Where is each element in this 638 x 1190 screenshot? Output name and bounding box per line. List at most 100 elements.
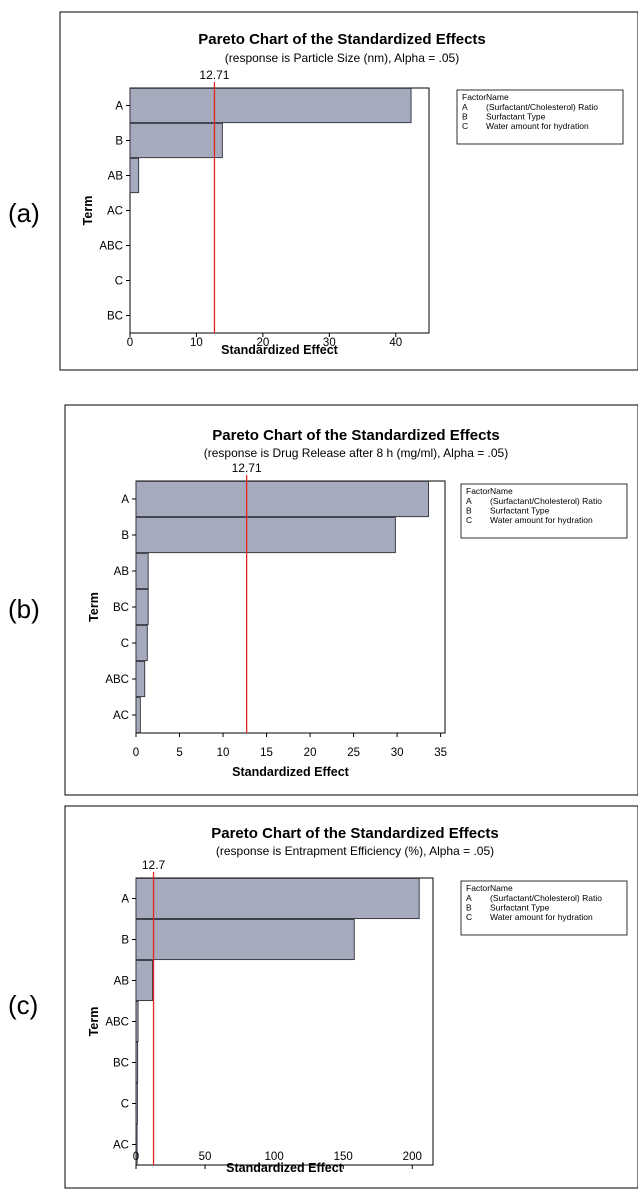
legend-factor: B [462, 112, 468, 122]
legend-header-factor: Factor [462, 92, 486, 102]
bar-a [135, 877, 420, 920]
y-tick-label: AC [113, 1140, 129, 1152]
panel-label-c: (c) [8, 990, 39, 1020]
bar-b [135, 918, 355, 961]
panel-frame [64, 404, 638, 796]
legend-factor: A [462, 102, 468, 112]
legend-header-name: Name [490, 883, 513, 893]
bar-c [135, 1082, 138, 1125]
legend-factor: A [466, 496, 472, 506]
x-tick-label: 35 [434, 747, 447, 759]
legend-header-name: Name [486, 92, 509, 102]
bar-c [135, 624, 148, 662]
y-tick-label: A [121, 894, 129, 906]
legend-header-name: Name [490, 486, 513, 496]
x-tick-label: 10 [190, 337, 203, 349]
x-tick-label: 100 [265, 1151, 284, 1163]
y-axis-title: Term [87, 592, 101, 622]
chart-subtitle: (response is Particle Size (nm), Alpha =… [225, 51, 459, 65]
x-tick-label: 200 [403, 1151, 422, 1163]
x-axis-title: Standardized Effect [232, 765, 350, 779]
x-tick-label: 30 [323, 337, 336, 349]
chart-title: Pareto Chart of the Standardized Effects [212, 427, 500, 444]
legend-box [460, 483, 628, 539]
x-tick-label: 5 [176, 747, 182, 759]
legend-factor: A [466, 893, 472, 903]
y-tick-label: A [121, 494, 129, 506]
legend-name: (Surfactant/Cholesterol) Ratio [490, 496, 602, 506]
x-tick-label: 0 [127, 337, 133, 349]
legend-name: Surfactant Type [490, 506, 550, 516]
x-tick-label: 20 [256, 337, 269, 349]
y-tick-label: ABC [99, 241, 123, 253]
y-axis-title: Term [87, 1007, 101, 1037]
bar-b [129, 122, 223, 159]
bar-b [135, 516, 396, 554]
x-tick-label: 0 [133, 1151, 139, 1163]
y-tick-label: AC [107, 206, 123, 218]
bar-a [129, 87, 412, 124]
legend-factor: C [462, 121, 468, 131]
y-tick-label: BC [113, 602, 129, 614]
x-tick-label: 150 [334, 1151, 353, 1163]
legend-factor: C [466, 515, 472, 525]
chart-title: Pareto Chart of the Standardized Effects [211, 825, 499, 842]
bar-bc [135, 588, 149, 626]
panel-label-a: (a) [8, 198, 40, 228]
y-axis-title: Term [81, 196, 95, 226]
bar-ab [129, 157, 140, 194]
legend-name: (Surfactant/Cholesterol) Ratio [486, 102, 598, 112]
legend-name: Water amount for hydration [490, 912, 593, 922]
bar-abc [135, 660, 146, 698]
legend-factor: B [466, 506, 472, 516]
x-tick-label: 0 [133, 747, 139, 759]
legend-name: Water amount for hydration [486, 121, 589, 131]
y-tick-label: ABC [105, 1017, 129, 1029]
y-tick-label: C [115, 276, 123, 288]
reference-line-label: 12.71 [199, 68, 229, 82]
y-tick-label: BC [107, 311, 123, 323]
chart-subtitle: (response is Drug Release after 8 h (mg/… [204, 446, 508, 460]
x-axis-title: Standardized Effect [226, 1161, 344, 1175]
legend-factor: B [466, 903, 472, 913]
panel-frame [64, 805, 638, 1189]
x-tick-label: 30 [391, 747, 404, 759]
x-tick-label: 40 [389, 337, 402, 349]
bar-ac [135, 696, 141, 734]
bar-bc [135, 1041, 139, 1084]
y-tick-label: BC [113, 1058, 129, 1070]
y-tick-label: B [115, 136, 123, 148]
legend-header-factor: Factor [466, 883, 490, 893]
reference-line-label: 12.7 [142, 858, 166, 872]
y-tick-label: AB [108, 171, 124, 183]
chart-title: Pareto Chart of the Standardized Effects [198, 31, 486, 48]
bar-a [135, 480, 429, 518]
legend-box [456, 89, 624, 145]
y-tick-label: ABC [105, 674, 129, 686]
y-tick-label: C [121, 638, 129, 650]
panel-frame [59, 11, 638, 371]
y-tick-label: AB [114, 976, 130, 988]
legend-name: (Surfactant/Cholesterol) Ratio [490, 893, 602, 903]
panel-label-b: (b) [8, 594, 40, 624]
legend-name: Surfactant Type [486, 112, 546, 122]
legend-name: Water amount for hydration [490, 515, 593, 525]
bar-ab [135, 959, 154, 1002]
legend-name: Surfactant Type [490, 903, 550, 913]
y-tick-label: AB [114, 566, 130, 578]
bar-ab [135, 552, 149, 590]
y-tick-label: C [121, 1099, 129, 1111]
x-tick-label: 10 [217, 747, 230, 759]
y-tick-label: B [121, 530, 129, 542]
legend-header-factor: Factor [466, 486, 490, 496]
x-tick-label: 25 [347, 747, 360, 759]
x-axis-title: Standardized Effect [221, 343, 339, 357]
bar-abc [135, 1000, 139, 1043]
x-tick-label: 50 [199, 1151, 212, 1163]
x-tick-label: 15 [260, 747, 273, 759]
y-tick-label: B [121, 935, 129, 947]
y-tick-label: AC [113, 710, 129, 722]
chart-subtitle: (response is Entrapment Efficiency (%), … [216, 844, 494, 858]
legend-box [460, 880, 628, 936]
